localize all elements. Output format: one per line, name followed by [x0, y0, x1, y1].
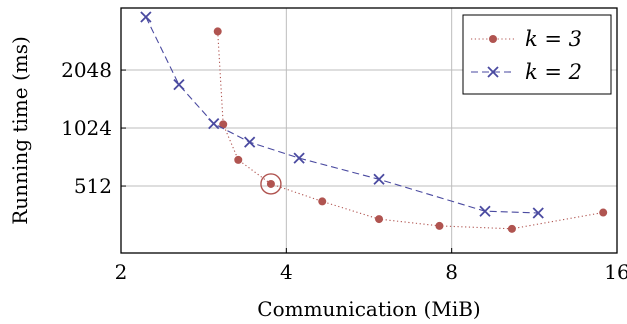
x-tick-label: 4 [280, 260, 293, 284]
tick-labels: 2 4 8 16 512 1024 2048 [61, 58, 627, 284]
y-axis-label: Running time (ms) [8, 36, 32, 225]
legend-marker-k3 [489, 35, 497, 43]
data-point [373, 173, 385, 185]
series-layer [140, 11, 608, 233]
data-point [208, 117, 220, 130]
data-point [375, 215, 384, 224]
data-point [435, 221, 444, 230]
y-tick-label: 2048 [61, 58, 112, 82]
data-point [479, 205, 491, 217]
legend-marker-k2 [487, 66, 499, 78]
series-k2 [140, 11, 544, 219]
data-point [293, 152, 305, 164]
data-point [140, 11, 152, 23]
legend-label-k3: k = 3 [525, 27, 582, 51]
data-point [507, 224, 516, 233]
legend-cross-icon [487, 66, 499, 78]
data-point [599, 208, 608, 217]
data-point [173, 79, 185, 91]
legend-item-k3: k = 3 [471, 27, 582, 51]
legend-item-k2: k = 2 [471, 60, 582, 84]
data-point [234, 155, 243, 164]
x-tick-label: 16 [604, 260, 627, 284]
y-tick-label: 1024 [61, 116, 112, 140]
legend: k = 3 k = 2 [462, 14, 612, 95]
data-point [244, 136, 256, 148]
data-point [318, 197, 327, 206]
data-point [266, 179, 275, 188]
series-k3 [213, 27, 608, 233]
highlight-ring [260, 173, 282, 195]
data-point [213, 27, 222, 36]
plot-frame [120, 7, 618, 254]
x-tick-label: 2 [115, 260, 128, 284]
x-tick-label: 8 [445, 260, 458, 284]
series-line [145, 16, 539, 214]
data-point [532, 207, 544, 219]
y-tick-label: 512 [74, 174, 112, 198]
grid [121, 8, 617, 253]
legend-box [462, 14, 612, 95]
legend-label-k2: k = 2 [525, 60, 582, 84]
x-axis-label: Communication (MiB) [257, 297, 480, 321]
data-point [219, 120, 228, 129]
